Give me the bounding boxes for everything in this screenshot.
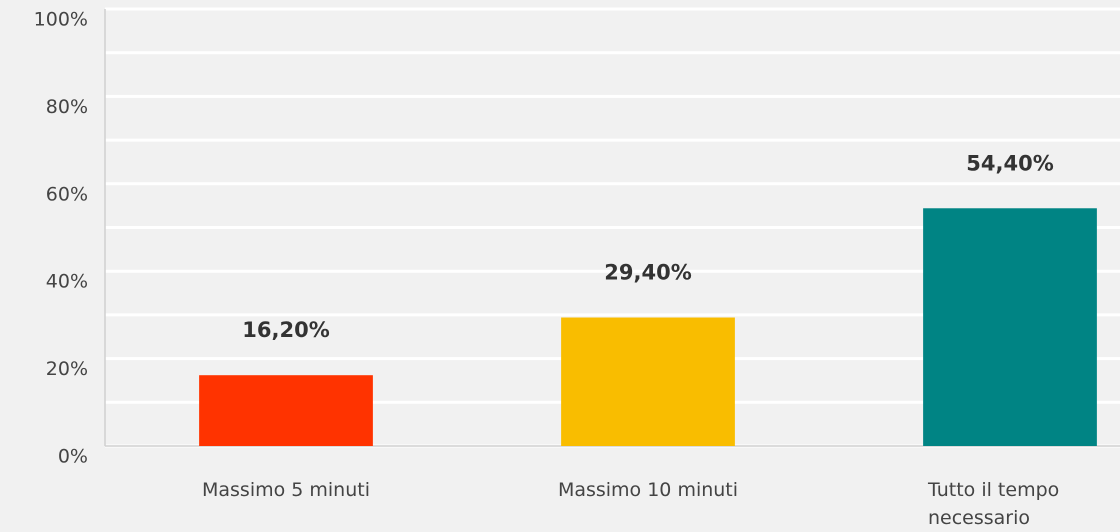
bar xyxy=(923,208,1097,446)
y-tick-label: 40% xyxy=(46,271,88,293)
value-label: 29,40% xyxy=(604,261,691,285)
y-tick-label: 60% xyxy=(46,183,88,205)
value-label: 16,20% xyxy=(242,318,329,342)
y-tick-label: 20% xyxy=(46,358,88,380)
x-tick-label: Massimo 5 minuti xyxy=(201,479,370,501)
bar xyxy=(561,317,735,446)
x-tick-label: Massimo 10 minuti xyxy=(557,479,739,501)
x-tick-label: Tutto il tempo necessario xyxy=(928,479,1060,529)
y-tick-label: 0% xyxy=(58,446,88,468)
value-label: 54,40% xyxy=(966,151,1053,175)
y-tick-label: 80% xyxy=(46,96,88,118)
bar xyxy=(199,375,373,446)
y-tick-label: 100% xyxy=(34,9,88,31)
